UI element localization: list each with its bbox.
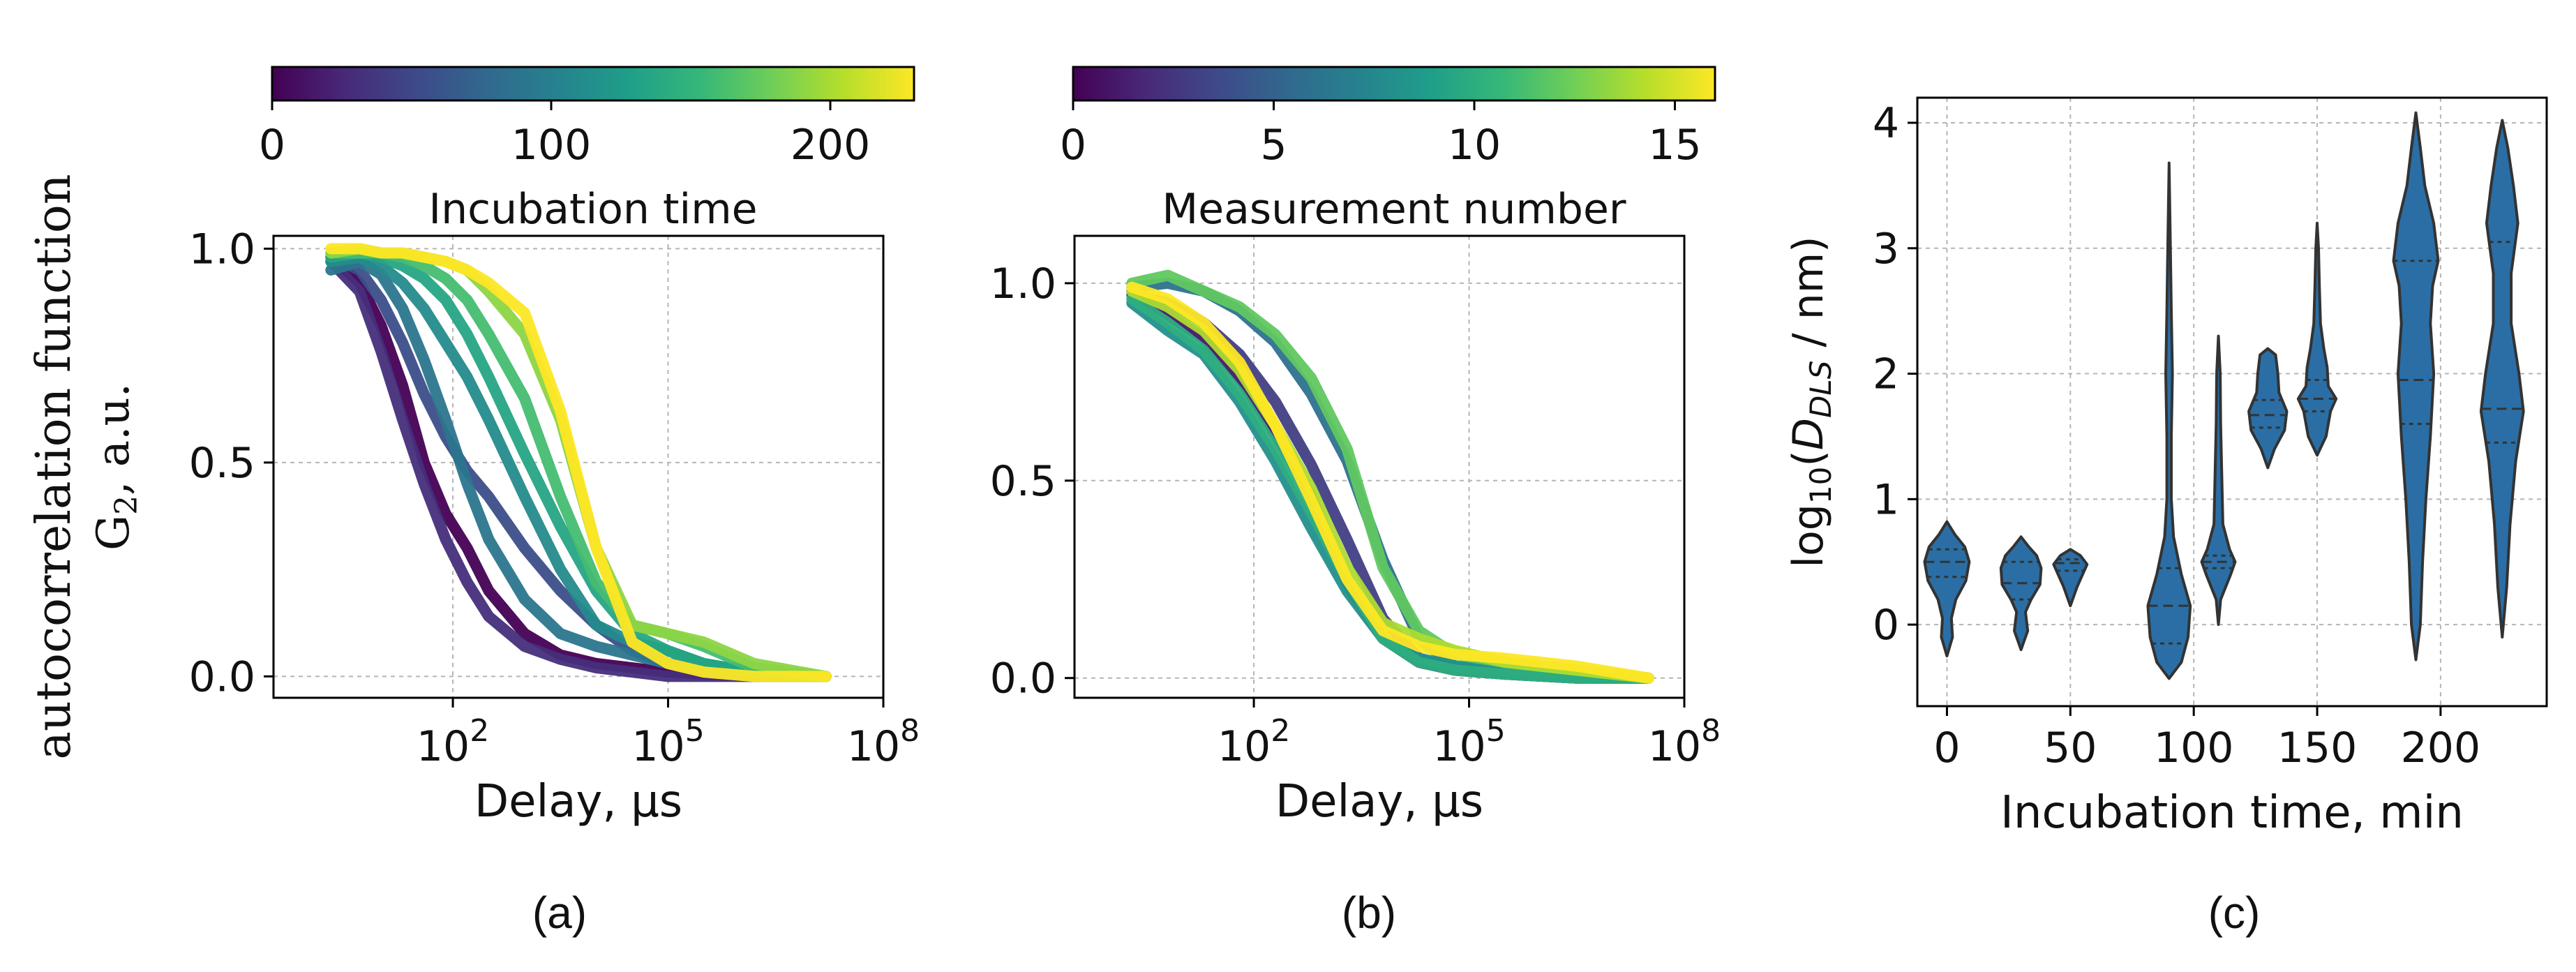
- x-axis-label-c: Incubation time, min: [2000, 787, 2464, 839]
- x-tick-label-b-1: 105: [1432, 713, 1505, 771]
- violin-3: [2146, 161, 2192, 680]
- y-tick-label-b-2: 1.0: [990, 260, 1056, 308]
- y-axis-label-c-log: log: [1784, 504, 1833, 567]
- series-a-5: [325, 247, 832, 682]
- plot-b: 102 105 108 0.0 0.5 1.0 Delay, µs: [990, 234, 1721, 828]
- violin-0: [1923, 520, 1971, 658]
- y-axis-label-c: log10(DDLS / nm): [1784, 236, 1838, 567]
- colorbar-a: 0 100 200 Incubation time: [259, 66, 915, 234]
- series-a-8: [325, 243, 832, 682]
- violin-5: [2247, 347, 2289, 470]
- y-axis-label-c-paren: (: [1784, 450, 1833, 466]
- caption-b: (b): [1342, 888, 1396, 938]
- colorbar-tick-label-a-2: 200: [791, 121, 871, 170]
- x-tick-label-c-3: 150: [2277, 724, 2358, 772]
- x-tick-label-c-2: 100: [2154, 724, 2234, 772]
- x-tick-label-a-1: 105: [631, 713, 704, 771]
- y-tick-label-a-2: 1.0: [189, 225, 255, 274]
- violin-7: [2392, 111, 2440, 661]
- y-axis-label-c-unit: / nm): [1784, 236, 1833, 360]
- series-a-1: [325, 255, 832, 682]
- panel-b: 0 5 10 15 Measurement number 102 105 108 0.0 0.…: [990, 66, 1721, 938]
- colorbar-b: 0 5 10 15 Measurement number: [1060, 66, 1716, 234]
- y-axis-label-a-sub: 2: [109, 495, 144, 515]
- colorbar-b-label: Measurement number: [1162, 185, 1626, 234]
- colorbar-b-gradient: [1072, 66, 1716, 102]
- y-axis-label-c-sub: 10: [1804, 467, 1838, 504]
- violin-1: [1999, 535, 2043, 652]
- x-tick-label-b-2: 108: [1648, 713, 1721, 771]
- axes-frame-a: [272, 234, 885, 699]
- colorbar-tick-label-b-3: 15: [1648, 121, 1701, 170]
- series-b-7: [1126, 281, 1654, 684]
- x-tick-label-c-4: 200: [2401, 724, 2481, 772]
- y-tick-label-c-0: 0: [1873, 601, 1899, 650]
- plot-c: 0 50 100 150 200 0 1 2 3 4 Incubation time, min l…: [1784, 96, 2548, 839]
- y-tick-label-a-0: 0.0: [189, 652, 255, 701]
- y-tick-label-c-4: 4: [1873, 99, 1899, 148]
- caption-a: (a): [532, 888, 587, 938]
- x-tick-label-b-0: 102: [1218, 713, 1290, 771]
- colorbar-a-label: Incubation time: [428, 185, 757, 234]
- colorbar-tick-label-b-0: 0: [1060, 121, 1086, 170]
- axes-frame-b: [1073, 234, 1686, 699]
- y-axis-label-a-rest: , a.u.: [88, 383, 140, 495]
- violin-2: [2052, 548, 2089, 608]
- plot-a: 102 105 108 0.0 0.5 1.0 Delay, µs autocorrela…: [27, 174, 920, 828]
- y-tick-label-c-2: 2: [1873, 350, 1899, 399]
- y-tick-label-b-0: 0.0: [990, 655, 1056, 703]
- y-axis-label-c-dls: DLS: [1804, 361, 1838, 418]
- panel-a: 0 100 200 Incubation time 102 105 1080.00.51…: [27, 66, 920, 938]
- caption-c: (c): [2208, 888, 2261, 938]
- y-axis-label-c-d: D: [1784, 418, 1833, 450]
- violin-6: [2296, 221, 2338, 457]
- colorbar-tick-label-a-0: 0: [259, 121, 285, 170]
- y-tick-label-b-1: 0.5: [990, 457, 1056, 506]
- y-tick-label-a-1: 0.5: [189, 439, 255, 488]
- colorbar-tick-label-a-1: 100: [511, 121, 592, 170]
- x-axis-label-b: Delay, µs: [1275, 776, 1483, 828]
- x-tick-label-c-0: 0: [1933, 724, 1960, 772]
- y-tick-label-c-1: 1: [1873, 475, 1899, 524]
- x-axis-label-a: Delay, µs: [474, 776, 682, 828]
- axes-frame-c: [1916, 96, 2548, 708]
- violin-4: [2200, 334, 2237, 627]
- y-axis-label-a-line2: G2, a.u.: [88, 383, 144, 551]
- y-tick-label-c-3: 3: [1873, 225, 1899, 274]
- colorbar-tick-label-b-1: 5: [1260, 121, 1287, 170]
- x-tick-label-a-0: 102: [417, 713, 489, 771]
- panel-c: 0 50 100 150 200 0 1 2 3 4 Incubation time, min l…: [1784, 96, 2548, 938]
- y-axis-label-a-line1: autocorrelation function: [27, 174, 82, 759]
- x-tick-label-a-2: 108: [847, 713, 920, 771]
- y-axis-label-a-g: G: [88, 515, 140, 551]
- x-tick-label-c-1: 50: [2044, 724, 2097, 772]
- violin-8: [2479, 119, 2525, 639]
- colorbar-a-gradient: [271, 66, 915, 102]
- colorbar-tick-label-b-2: 10: [1448, 121, 1501, 170]
